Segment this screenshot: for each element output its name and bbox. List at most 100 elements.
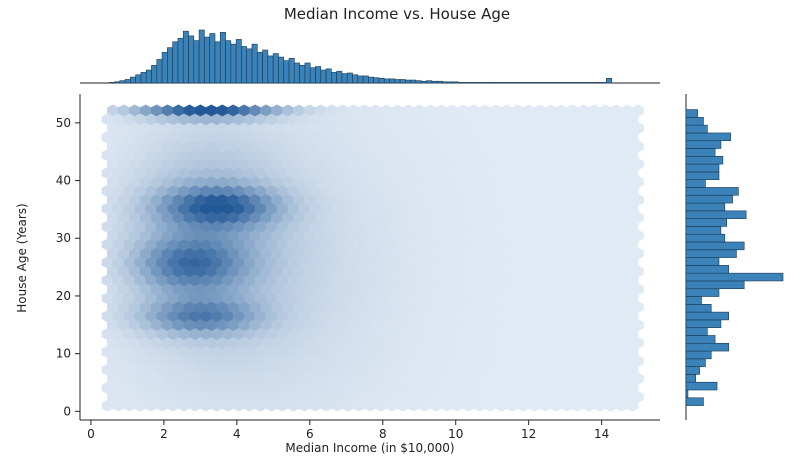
hex-cell — [183, 301, 196, 314]
hex-cell — [479, 390, 491, 403]
hex-cell — [495, 310, 508, 323]
hex-cell — [413, 193, 425, 206]
hex-cell — [304, 390, 316, 403]
hex-cell — [451, 363, 464, 376]
hex-cell — [118, 211, 130, 224]
hex-cell — [298, 399, 311, 412]
hex-cell — [397, 131, 409, 144]
hex-cell — [276, 167, 289, 179]
hex-cell — [129, 229, 141, 242]
marginal-y-bar — [685, 265, 729, 274]
hex-cell — [440, 346, 453, 358]
hex-cell — [139, 247, 152, 260]
hex-cell — [183, 176, 196, 188]
hex-cell — [512, 283, 524, 296]
hex-cell — [309, 292, 321, 305]
marginal-y-bar — [685, 171, 720, 180]
hex-cell — [353, 346, 365, 358]
marginal-x-bar — [209, 33, 216, 84]
hex-cell — [331, 256, 343, 269]
hex-cell — [369, 337, 382, 349]
hex-cell — [353, 220, 365, 233]
hex-cell — [238, 247, 250, 260]
hex-cell — [282, 283, 294, 296]
hex-cell — [632, 319, 644, 331]
hex-cell — [271, 301, 283, 314]
hex-cell — [353, 399, 365, 412]
hex-cell — [446, 193, 458, 206]
hex-cell — [462, 346, 475, 358]
hex-cell — [183, 122, 196, 135]
hex-cell — [342, 113, 354, 126]
hex-cell — [424, 354, 436, 367]
hex-cell — [150, 301, 163, 314]
hex-cell — [331, 202, 343, 215]
hex-cell — [194, 158, 207, 171]
hex-cell — [167, 363, 179, 376]
hex-cell — [419, 202, 431, 215]
hex-cell — [528, 238, 540, 251]
hex-cell — [222, 202, 234, 215]
hex-cell — [216, 140, 228, 153]
hex-cell — [150, 211, 163, 224]
hex-cell — [331, 238, 343, 251]
hex-cell — [528, 399, 540, 412]
hex-cell — [402, 140, 415, 153]
hex-cell — [577, 354, 590, 367]
marginal-x-bar — [304, 62, 311, 84]
hex-cell — [336, 229, 349, 242]
hex-cell — [336, 283, 349, 296]
hex-cell — [484, 292, 497, 305]
hex-cell — [380, 140, 393, 153]
marginal-x-bar — [145, 69, 152, 84]
hex-cell — [118, 247, 130, 260]
hex-cell — [342, 220, 354, 233]
hex-cell — [555, 301, 568, 314]
hex-cell — [211, 310, 223, 323]
hex-cell — [172, 193, 185, 206]
hex-cell — [183, 354, 196, 367]
hex-cell — [156, 220, 168, 233]
hex-cell — [386, 399, 398, 412]
hex-cell — [178, 202, 190, 215]
hex-cell — [254, 113, 267, 126]
hex-cell — [615, 167, 628, 179]
hex-cell — [364, 292, 376, 305]
hex-cell — [626, 381, 639, 394]
hex-cell — [484, 185, 497, 197]
hex-cell — [605, 310, 617, 323]
hex-cell — [605, 274, 617, 287]
hex-cell — [118, 372, 130, 385]
hex-cell — [610, 247, 622, 260]
hex-cell — [375, 310, 387, 323]
hex-cell — [161, 354, 174, 367]
hex-cell — [446, 104, 458, 117]
hex-cell — [484, 346, 497, 358]
hex-cell — [424, 265, 436, 278]
hex-cell — [391, 283, 404, 296]
hex-cell — [572, 363, 584, 376]
marginal-x-bar — [114, 81, 121, 84]
hex-cell — [632, 354, 644, 367]
hex-cell — [380, 319, 393, 331]
hex-cell — [139, 122, 152, 135]
hex-cell — [419, 328, 431, 340]
marginal-x-bar — [182, 30, 189, 84]
hex-cell — [369, 301, 382, 314]
marginal-y-bar — [685, 187, 739, 196]
hex-cell — [615, 256, 628, 269]
hex-cell — [315, 140, 327, 153]
hex-cell — [544, 354, 557, 367]
hex-cell — [419, 399, 431, 412]
hex-cell — [211, 220, 223, 233]
hex-cell — [364, 202, 376, 215]
hex-cell — [621, 265, 633, 278]
hex-cell — [386, 292, 398, 305]
hex-cell — [123, 292, 135, 305]
hex-cell — [336, 104, 349, 117]
hex-cell — [265, 167, 278, 179]
hex-cell — [287, 256, 300, 269]
hex-cell — [189, 363, 201, 376]
hex-cell — [544, 176, 557, 188]
hex-cell — [479, 158, 491, 171]
